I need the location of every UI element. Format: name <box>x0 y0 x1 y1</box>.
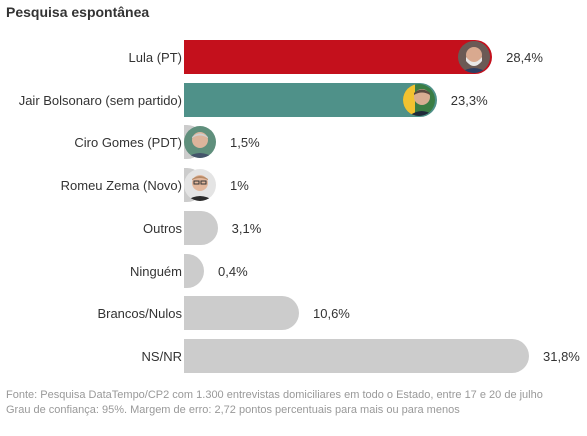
value-label: 23,3% <box>450 92 488 108</box>
category-label: NS/NR <box>141 348 182 364</box>
chart-footer: Fonte: Pesquisa DataTempo/CP2 com 1.300 … <box>6 388 581 418</box>
value-label: 10,6% <box>313 306 350 322</box>
category-label: Ciro Gomes (PDT) <box>74 135 182 151</box>
chart-row: Outros 3,1% <box>0 210 587 247</box>
bar <box>184 82 437 117</box>
value-label: 1,5% <box>230 135 260 151</box>
category-label: Romeu Zema (Novo) <box>60 178 182 194</box>
bar <box>184 338 529 373</box>
bar <box>184 296 299 331</box>
bar <box>184 40 493 74</box>
footer-source: Fonte: Pesquisa DataTempo/CP2 com 1.300 … <box>6 389 543 401</box>
category-label: Outros <box>142 220 182 236</box>
ciro-avatar <box>184 126 216 159</box>
bolsonaro-avatar <box>402 83 435 116</box>
value-label: 0,4% <box>218 263 248 279</box>
chart-row: Brancos/Nulos 10,6% <box>0 296 587 332</box>
chart-row: NS/NR 31,8% <box>0 338 587 375</box>
value-label: 1% <box>230 178 249 194</box>
chart-row: Jair Bolsonaro (sem partido) 23,3% <box>0 82 587 119</box>
bar <box>184 210 218 245</box>
value-label: 28,4% <box>506 50 543 65</box>
category-label: Brancos/Nulos <box>97 306 182 322</box>
category-label: Lula (PT) <box>128 50 182 65</box>
bar <box>184 253 204 288</box>
bar-chart: Lula (PT) 28,4% Jair Bolsonaro (sem partid… <box>0 40 587 375</box>
chart-row: Ciro Gomes (PDT) 1,5% <box>0 125 587 161</box>
footer-confidence: Grau de confiança: 95%. Margem de erro: … <box>6 404 460 416</box>
lula-avatar <box>458 41 491 73</box>
category-label: Jair Bolsonaro (sem partido) <box>18 92 182 108</box>
category-label: Ninguém <box>129 263 182 279</box>
chart-row: Romeu Zema (Novo) 1% <box>0 168 587 204</box>
value-label: 3,1% <box>231 220 262 236</box>
value-label: 31,8% <box>543 348 580 364</box>
chart-row: Lula (PT) 28,4% <box>0 40 587 76</box>
chart-row: Ninguém 0,4% <box>0 253 587 290</box>
zema-avatar <box>184 169 216 202</box>
chart-title: Pesquisa espontânea <box>6 4 150 20</box>
